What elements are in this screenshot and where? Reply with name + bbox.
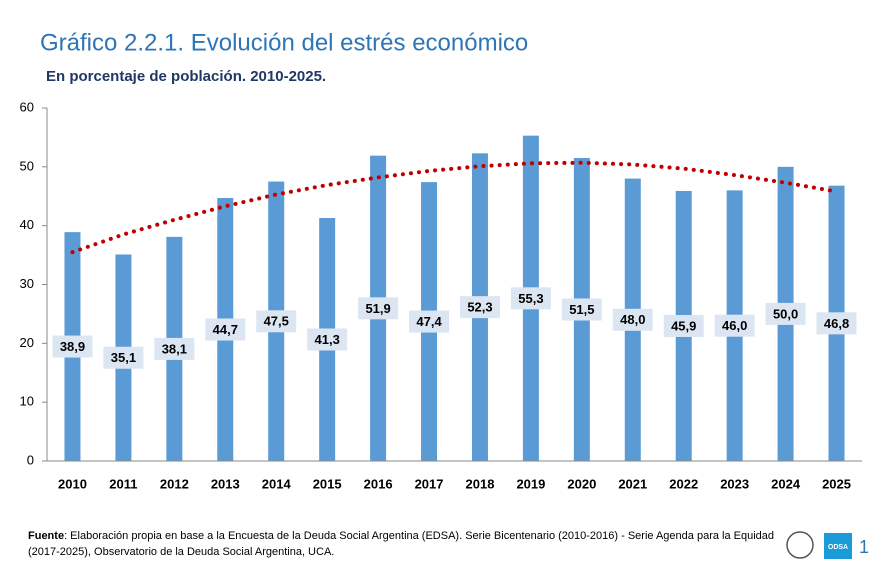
value-label: 44,7 bbox=[213, 322, 238, 337]
value-label-box bbox=[154, 337, 195, 360]
value-label: 48,0 bbox=[620, 312, 645, 327]
value-label-box bbox=[307, 328, 348, 351]
logo-text: ODSA bbox=[828, 544, 848, 551]
value-label: 38,9 bbox=[60, 339, 85, 354]
value-label: 45,9 bbox=[671, 318, 696, 333]
value-label: 51,9 bbox=[365, 301, 390, 316]
x-tick-label: 2020 bbox=[567, 476, 596, 491]
y-tick-label: 0 bbox=[27, 452, 34, 467]
y-tick-label: 40 bbox=[20, 217, 34, 232]
value-label-box bbox=[714, 314, 755, 337]
x-tick-label: 2015 bbox=[313, 476, 342, 491]
value-label-box bbox=[765, 302, 806, 325]
value-label-box bbox=[510, 287, 551, 310]
y-tick-label: 50 bbox=[20, 158, 34, 173]
x-tick-label: 2021 bbox=[618, 476, 647, 491]
value-label: 41,3 bbox=[315, 332, 340, 347]
source-text: : Elaboración propia en base a la Encues… bbox=[28, 530, 775, 558]
x-tick-label: 2010 bbox=[58, 476, 87, 491]
logo-seal bbox=[786, 531, 814, 559]
x-tick-label: 2025 bbox=[822, 476, 851, 491]
value-label: 46,8 bbox=[824, 316, 849, 331]
page-number: 1 bbox=[859, 537, 869, 557]
value-label: 35,1 bbox=[111, 350, 136, 365]
x-tick-label: 2013 bbox=[211, 476, 240, 491]
value-label-box bbox=[663, 314, 704, 337]
value-label: 52,3 bbox=[467, 300, 492, 315]
value-label: 47,4 bbox=[416, 314, 442, 329]
value-label-box bbox=[205, 318, 246, 341]
x-tick-label: 2023 bbox=[720, 476, 749, 491]
value-label: 51,5 bbox=[569, 302, 594, 317]
source-label: Fuente bbox=[28, 530, 65, 542]
x-tick-label: 2014 bbox=[262, 476, 292, 491]
x-tick-label: 2012 bbox=[160, 476, 189, 491]
value-label-box bbox=[816, 312, 857, 335]
x-tick-label: 2022 bbox=[669, 476, 698, 491]
source-note: Fuente: Elaboración propia en base a la … bbox=[28, 528, 788, 560]
value-label-box bbox=[256, 310, 297, 333]
y-tick-label: 20 bbox=[20, 335, 34, 350]
value-label-box bbox=[358, 297, 399, 320]
x-tick-label: 2011 bbox=[109, 476, 137, 491]
chart-title: Gráfico 2.2.1. Evolución del estrés econ… bbox=[40, 29, 528, 56]
chart-subtitle: En porcentaje de población. 2010-2025. bbox=[46, 68, 326, 85]
value-label-box bbox=[409, 310, 450, 333]
value-label: 55,3 bbox=[518, 291, 543, 306]
x-tick-label: 2018 bbox=[466, 476, 495, 491]
value-label-box bbox=[459, 296, 500, 319]
y-tick-label: 60 bbox=[20, 99, 34, 114]
value-label: 50,0 bbox=[773, 306, 798, 321]
y-tick-label: 30 bbox=[20, 276, 34, 291]
value-label-box bbox=[561, 298, 602, 321]
x-tick-label: 2016 bbox=[364, 476, 393, 491]
x-tick-label: 2024 bbox=[771, 476, 801, 491]
value-label: 38,1 bbox=[162, 341, 187, 356]
x-tick-label: 2017 bbox=[415, 476, 444, 491]
value-label-box bbox=[52, 335, 93, 358]
logo-box bbox=[824, 533, 852, 559]
value-label: 47,5 bbox=[264, 314, 289, 329]
value-label: 46,0 bbox=[722, 318, 747, 333]
value-label-box bbox=[103, 346, 144, 369]
y-tick-label: 10 bbox=[20, 394, 34, 409]
trend-line bbox=[70, 160, 839, 255]
x-tick-label: 2019 bbox=[516, 476, 545, 491]
value-label-box bbox=[612, 308, 653, 331]
